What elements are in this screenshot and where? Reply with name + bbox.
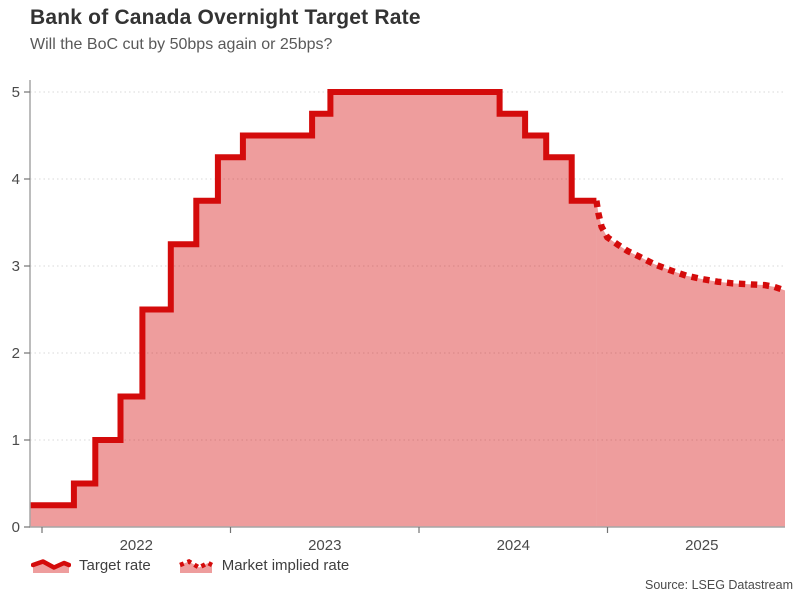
chart-subtitle: Will the BoC cut by 50bps again or 25bps… [30, 36, 333, 53]
svg-text:5: 5 [12, 84, 20, 101]
target-rate-solid-line-swatch-icon [31, 559, 71, 573]
svg-text:2023: 2023 [308, 537, 341, 554]
svg-text:3: 3 [12, 258, 20, 275]
market-implied-rate-dotted-line-swatch-icon [178, 559, 213, 573]
svg-text:2024: 2024 [497, 537, 530, 554]
svg-text:2022: 2022 [120, 537, 153, 554]
legend-item-market-implied-rate: Market implied rate [178, 557, 350, 574]
legend-label-market-implied-rate: Market implied rate [221, 557, 350, 574]
svg-text:2: 2 [12, 345, 20, 362]
svg-text:0: 0 [12, 519, 20, 536]
svg-text:4: 4 [12, 171, 20, 188]
legend-item-target-rate: Target rate [31, 557, 151, 574]
svg-text:2025: 2025 [685, 537, 718, 554]
legend-label-target-rate: Target rate [79, 557, 151, 574]
source-credit: Source: LSEG Datastream [645, 578, 793, 592]
chart-title: Bank of Canada Overnight Target Rate [30, 6, 421, 29]
svg-text:1: 1 [12, 432, 20, 449]
chart-legend: Target rate Market implied rate [31, 557, 349, 574]
